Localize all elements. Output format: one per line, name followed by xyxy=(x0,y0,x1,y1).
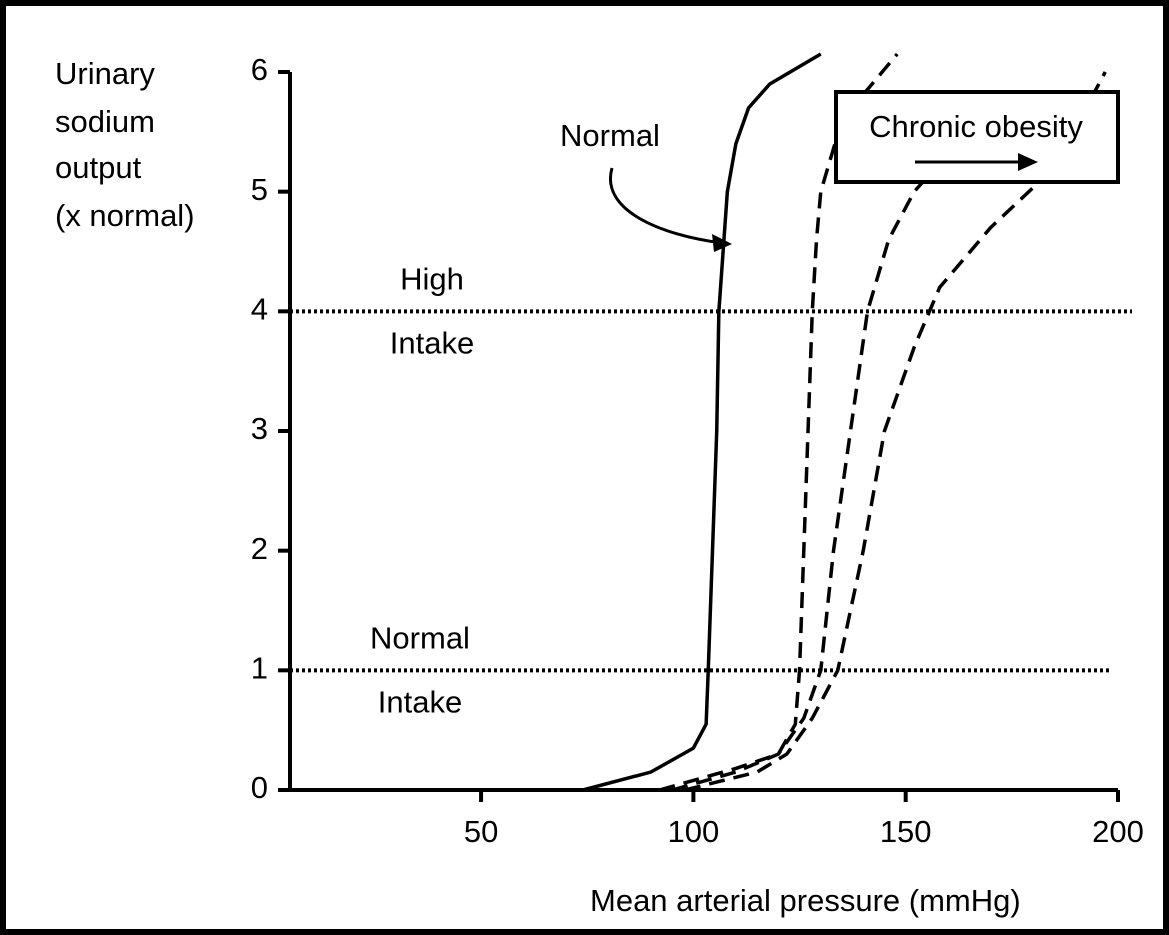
y-axis-label: output xyxy=(55,150,142,185)
y-tick-label: 0 xyxy=(251,770,268,805)
y-tick-label: 1 xyxy=(251,651,268,686)
y-axis-label: sodium xyxy=(55,104,155,139)
x-tick-label: 150 xyxy=(880,814,932,849)
annotation: Normal xyxy=(560,118,660,153)
curve xyxy=(582,52,822,792)
y-tick-label: 6 xyxy=(251,52,268,87)
annotation: Chronic obesity xyxy=(869,109,1083,144)
curve xyxy=(684,71,1107,792)
x-tick-label: 200 xyxy=(1092,814,1144,849)
y-tick-label: 2 xyxy=(251,531,268,566)
y-tick-label: 3 xyxy=(251,411,268,446)
y-axis-label: (x normal) xyxy=(55,198,195,233)
y-tick-label: 4 xyxy=(251,292,268,327)
y-tick-label: 5 xyxy=(251,172,268,207)
x-tick-label: 100 xyxy=(668,814,720,849)
annotation-box xyxy=(834,90,1120,184)
curve xyxy=(671,94,1013,792)
arrow-head xyxy=(1018,153,1038,171)
x-axis-label: Mean arterial pressure (mmHg) xyxy=(590,883,1021,918)
curve xyxy=(658,52,899,792)
x-tick-label: 50 xyxy=(464,814,498,849)
annotation-arrow xyxy=(609,167,723,245)
reference-label: Intake xyxy=(378,685,462,720)
reference-label: High xyxy=(400,262,464,297)
reference-label: Intake xyxy=(390,326,474,361)
reference-label: Normal xyxy=(370,621,470,656)
y-axis-label: Urinary xyxy=(55,56,155,91)
